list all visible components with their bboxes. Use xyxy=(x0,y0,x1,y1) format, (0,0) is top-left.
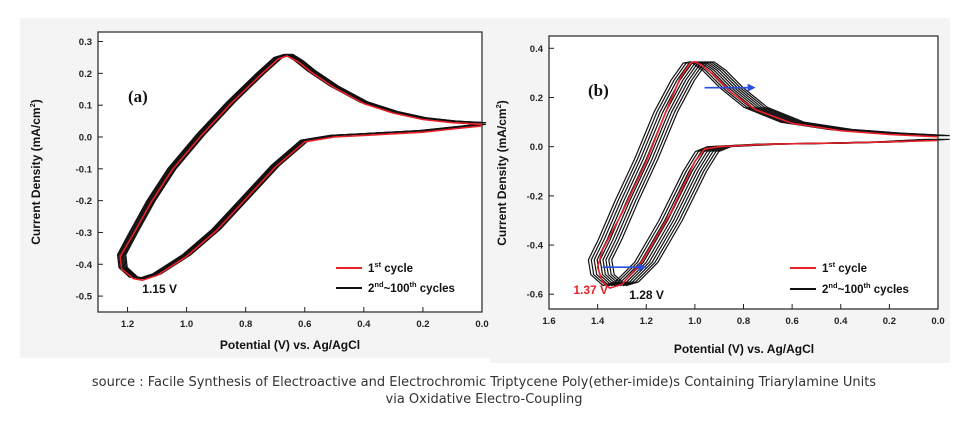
caption-line-1: source : Facile Synthesis of Electroacti… xyxy=(91,375,877,390)
legend-entry: 1st cycle xyxy=(790,260,867,275)
panel-a-plot-area xyxy=(97,31,483,313)
y-tick-label: -0.5 xyxy=(76,292,93,303)
y-tick-label: 0.3 xyxy=(79,37,92,48)
panel-b-legend: 1st cycle 2nd~100th cycles xyxy=(790,260,909,296)
panel-a-curves xyxy=(116,53,487,281)
x-tick-label: 0.8 xyxy=(737,316,750,327)
legend-label: 2nd~100th cycles xyxy=(368,280,455,295)
series-line-cycles-2-100 xyxy=(602,61,941,287)
panel-a-legend: 1st cycle 2nd~100th cycles xyxy=(336,260,455,295)
panel-a-label: (a) xyxy=(128,87,148,106)
y-tick-label: -0.3 xyxy=(76,228,92,239)
x-tick-label: 1.2 xyxy=(121,319,134,330)
panel-a-y-axis-title: Current Density (mA/cm2) xyxy=(28,99,43,245)
legend-label: 2nd~100th cycles xyxy=(822,281,909,296)
series-line-cycles-2-100 xyxy=(611,61,950,287)
panel-b-x-ticks: 1.6 1.4 1.2 1.0 0.8 0.6 0.4 0.2 0.0 xyxy=(542,304,945,327)
chart-panel-b: 1.6 1.4 1.2 1.0 0.8 0.6 0.4 0.2 0.0 0.4 0.2 0.0 -0.… xyxy=(490,18,950,363)
x-tick-label: 1.4 xyxy=(591,316,605,327)
y-tick-label: 0.4 xyxy=(530,44,544,55)
panel-a-y-ticks: 0.3 0.2 0.1 0.0 -0.1 -0.2 -0.3 -0.4 -0.5 xyxy=(76,37,103,303)
x-tick-label: 0.2 xyxy=(416,319,429,330)
x-tick-label: 1.6 xyxy=(542,316,555,327)
panel-a-x-ticks: 1.2 1.0 0.8 0.6 0.4 0.2 0.0 xyxy=(121,307,489,330)
panel-b-curves xyxy=(587,61,950,289)
x-tick-label: 1.0 xyxy=(688,316,701,327)
shift-arrow xyxy=(602,263,647,272)
panel-b-x-axis-title: Potential (V) vs. Ag/AgCl xyxy=(674,342,814,356)
panel-b-label: (b) xyxy=(588,81,609,100)
x-tick-label: 0.2 xyxy=(883,316,896,327)
y-tick-label: -0.6 xyxy=(527,290,543,301)
x-tick-label: 0.0 xyxy=(475,319,488,330)
series-line-cycle-1 xyxy=(119,55,483,281)
y-tick-label: -0.1 xyxy=(76,164,93,175)
series-line-cycles-2-100 xyxy=(587,61,927,287)
series-line-cycles-2-100 xyxy=(599,61,939,287)
panel-b-annotations: 1.37 V 1.28 V xyxy=(573,283,664,302)
x-tick-label: 0.4 xyxy=(834,316,848,327)
peak-annotation: 1.15 V xyxy=(142,282,177,296)
y-tick-label: 0.0 xyxy=(530,142,543,153)
x-tick-label: 0.6 xyxy=(786,316,799,327)
legend-label: 1st cycle xyxy=(822,260,867,275)
y-tick-label: -0.2 xyxy=(527,191,543,202)
x-tick-label: 1.0 xyxy=(180,319,193,330)
y-tick-label: -0.4 xyxy=(76,260,93,271)
y-tick-label: -0.2 xyxy=(76,196,92,207)
series-line-cycle-1 xyxy=(596,61,939,289)
panel-b-arrows xyxy=(602,83,756,272)
caption-line-2: via Oxidative Electro-Coupling xyxy=(385,392,583,407)
y-tick-label: 0.2 xyxy=(530,93,543,104)
series-line-cycles-2-100 xyxy=(605,61,944,287)
panel-b-y-axis-title: Current Density (mA/cm2) xyxy=(494,100,509,246)
panel-b-plot-area xyxy=(548,35,939,310)
panel-a-x-axis-title: Potential (V) vs. Ag/AgCl xyxy=(220,338,360,352)
peak-annotation: 1.37 V xyxy=(573,283,608,297)
chart-panel-a: 1.2 1.0 0.8 0.6 0.4 0.2 0.0 0.3 0.2 0.1 0.0 -0.1 -0… xyxy=(20,18,490,358)
y-tick-label: 0.2 xyxy=(79,69,92,80)
legend-entry: 2nd~100th cycles xyxy=(790,281,909,296)
x-tick-label: 0.6 xyxy=(298,319,311,330)
series-line-cycles-2-100 xyxy=(608,61,947,287)
legend-entry: 2nd~100th cycles xyxy=(336,280,455,295)
x-tick-label: 0.0 xyxy=(931,316,944,327)
y-tick-label: 0.1 xyxy=(79,101,93,112)
x-tick-label: 0.8 xyxy=(239,319,252,330)
legend-entry: 1st cycle xyxy=(336,260,413,275)
y-tick-label: -0.4 xyxy=(527,241,544,252)
legend-label: 1st cycle xyxy=(368,260,413,275)
figure-caption: source : Facile Synthesis of Electroacti… xyxy=(0,374,968,408)
panel-a-annotations: 1.15 V xyxy=(142,282,177,296)
shift-arrow xyxy=(704,83,756,92)
series-line-cycles-2-100 xyxy=(125,53,487,280)
peak-annotation: 1.28 V xyxy=(629,288,664,302)
x-tick-label: 0.4 xyxy=(357,319,371,330)
y-tick-label: 0.0 xyxy=(79,133,92,144)
panel-b-y-ticks: 0.4 0.2 0.0 -0.2 -0.4 -0.6 xyxy=(527,44,554,301)
x-tick-label: 1.2 xyxy=(640,316,653,327)
